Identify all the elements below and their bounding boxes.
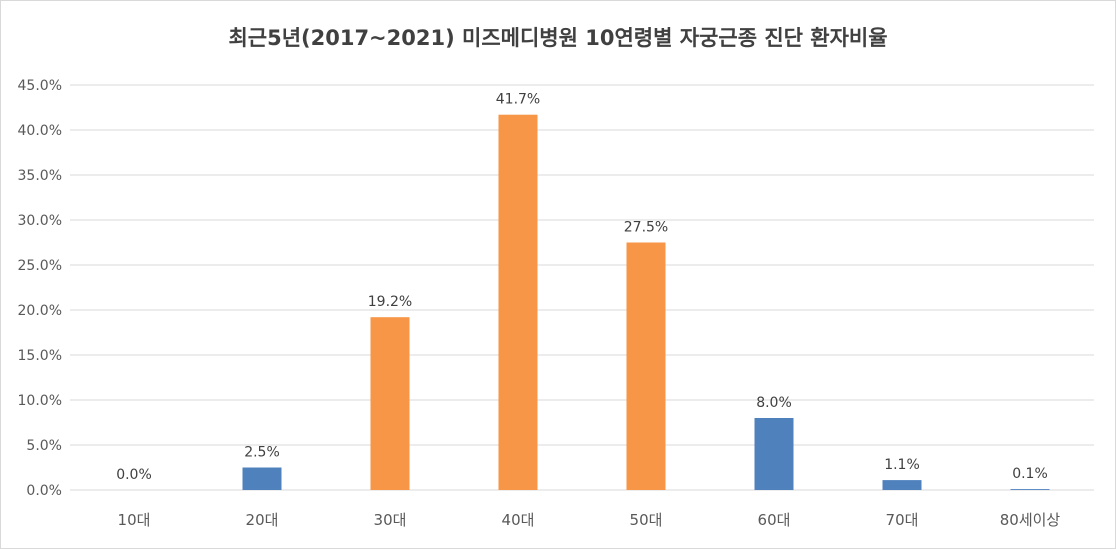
bar-3 xyxy=(370,317,410,490)
y-tick-label: 40.0% xyxy=(18,123,62,139)
x-category-label: 80세이상 xyxy=(1000,511,1061,529)
bar-8 xyxy=(1010,489,1050,490)
x-category-label: 20대 xyxy=(246,511,279,529)
data-label: 19.2% xyxy=(368,294,412,310)
bar-6 xyxy=(754,418,794,490)
x-category-label: 10대 xyxy=(118,511,151,529)
bar-2 xyxy=(242,467,282,490)
bars xyxy=(242,114,1050,490)
data-label: 8.0% xyxy=(756,395,792,411)
bar-4 xyxy=(498,114,538,490)
y-tick-label: 20.0% xyxy=(18,303,62,319)
chart-title: 최근5년(2017~2021) 미즈메디병원 10연령별 자궁근종 진단 환자비… xyxy=(228,26,888,50)
y-tick-label: 0.0% xyxy=(26,483,62,499)
data-labels: 0.0% 2.5% 19.2% 41.7% 27.5% 8.0% 1.1% 0.1% xyxy=(116,92,1048,483)
y-tick-label: 45.0% xyxy=(18,78,62,94)
x-axis: 10대 20대 30대 40대 50대 60대 70대 80세이상 xyxy=(118,511,1061,529)
y-tick-label: 15.0% xyxy=(18,348,62,364)
y-tick-label: 10.0% xyxy=(18,393,62,409)
x-category-label: 50대 xyxy=(630,511,663,529)
data-label: 0.0% xyxy=(116,467,152,483)
data-label: 2.5% xyxy=(244,445,280,461)
x-category-label: 40대 xyxy=(502,511,535,529)
data-label: 0.1% xyxy=(1012,466,1048,482)
data-label: 27.5% xyxy=(624,220,668,236)
y-tick-label: 30.0% xyxy=(18,213,62,229)
gridlines xyxy=(70,84,1094,491)
y-tick-label: 5.0% xyxy=(26,438,62,454)
y-tick-label: 25.0% xyxy=(18,258,62,274)
data-label: 1.1% xyxy=(884,457,920,473)
x-category-label: 60대 xyxy=(758,511,791,529)
bar-7 xyxy=(882,480,922,490)
data-label: 41.7% xyxy=(496,92,540,108)
bar-5 xyxy=(626,242,666,490)
x-category-label: 30대 xyxy=(374,511,407,529)
x-category-label: 70대 xyxy=(886,511,919,529)
y-axis: 0.0% 5.0% 10.0% 15.0% 20.0% 25.0% 30.0% 35.0% 40… xyxy=(18,78,62,499)
y-tick-label: 35.0% xyxy=(18,168,62,184)
